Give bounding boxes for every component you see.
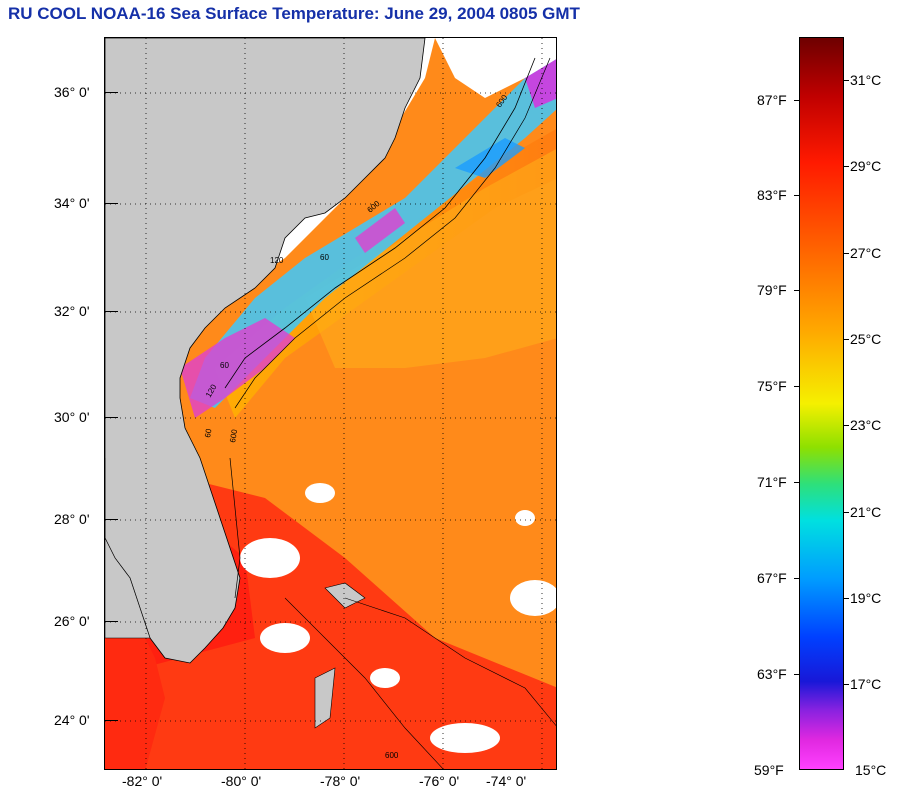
fahrenheit-label: 63°F — [757, 666, 787, 682]
contour-label: 60 — [203, 427, 214, 438]
longitude-label: -74° 0' — [486, 773, 527, 789]
celsius-label: 17°C — [850, 676, 882, 692]
sst-map[interactable]: 600 120 60 600 60 120 600 60 600 — [104, 37, 557, 770]
celsius-label: 21°C — [850, 504, 882, 520]
land-mass — [105, 38, 426, 664]
contour-label: 60 — [320, 253, 329, 262]
longitude-label: -80° 0' — [221, 773, 262, 789]
graticule — [105, 38, 556, 769]
celsius-label: 25°C — [850, 331, 882, 347]
fahrenheit-label: 71°F — [757, 474, 787, 490]
celsius-label: 31°C — [850, 72, 882, 88]
latitude-label: 32° 0' — [54, 303, 90, 319]
cloud-cover-central — [240, 538, 300, 578]
contour-label: 600 — [228, 428, 239, 443]
map-title: RU COOL NOAA-16 Sea Surface Temperature:… — [8, 4, 580, 23]
fahrenheit-label: 75°F — [757, 378, 787, 394]
fahrenheit-label: 87°F — [757, 92, 787, 108]
fahrenheit-label: 59°F — [754, 762, 784, 778]
celsius-label: 23°C — [850, 417, 882, 433]
celsius-label: 27°C — [850, 245, 882, 261]
celsius-label: 19°C — [850, 590, 882, 606]
latitude-label: 36° 0' — [54, 84, 90, 100]
latitude-label: 30° 0' — [54, 409, 90, 425]
fahrenheit-label: 83°F — [757, 187, 787, 203]
sst-map-canvas: 600 120 60 600 60 120 600 60 600 — [105, 38, 556, 769]
longitude-label: -78° 0' — [320, 773, 361, 789]
fahrenheit-label: 67°F — [757, 570, 787, 586]
contour-label: 60 — [220, 361, 229, 370]
contour-label: 120 — [270, 256, 284, 265]
isobath-contour — [224, 57, 536, 389]
temperature-colorbar — [799, 37, 844, 770]
latitude-label: 26° 0' — [54, 613, 90, 629]
celsius-label: 29°C — [850, 158, 882, 174]
fahrenheit-label: 79°F — [757, 282, 787, 298]
latitude-label: 24° 0' — [54, 712, 90, 728]
latitude-label: 34° 0' — [54, 195, 90, 211]
contour-label: 600 — [385, 751, 399, 760]
latitude-label: 28° 0' — [54, 511, 90, 527]
celsius-label: 15°C — [855, 762, 887, 778]
longitude-label: -76° 0' — [419, 773, 460, 789]
longitude-label: -82° 0' — [122, 773, 163, 789]
